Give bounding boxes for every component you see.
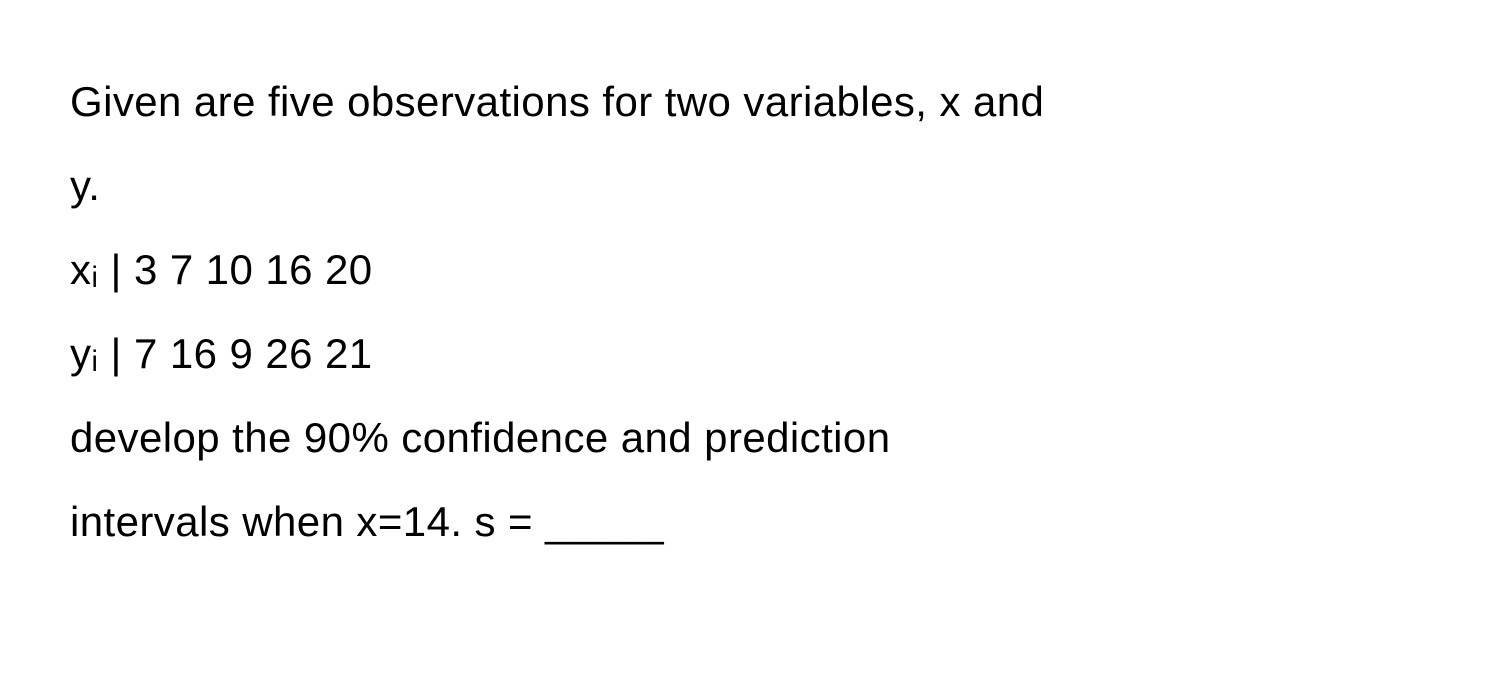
question-text: Given are five observations for two vari…	[70, 60, 1430, 564]
text-line-1: Given are five observations for two vari…	[70, 60, 1430, 144]
text-line-2: y.	[70, 144, 1430, 228]
text-line-5: develop the 90% confidence and predictio…	[70, 396, 1430, 480]
text-line-3: xᵢ | 3 7 10 16 20	[70, 228, 1430, 312]
text-line-4: yᵢ | 7 16 9 26 21	[70, 312, 1430, 396]
text-line-6: intervals when x=14. s = _____	[70, 480, 1430, 564]
